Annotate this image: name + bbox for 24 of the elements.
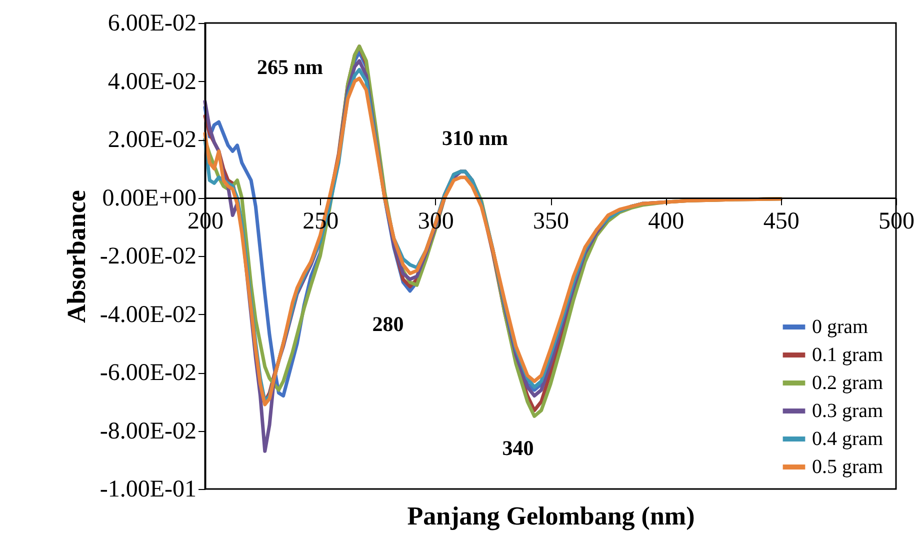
legend-label: 0.4 gram	[812, 428, 884, 450]
x-axis-title: Panjang Gelombang (nm)	[407, 502, 695, 530]
legend-label: 0.2 gram	[812, 372, 884, 394]
y-tick-label: -6.00E-02	[100, 360, 196, 386]
y-tick-label: 6.00E-02	[108, 10, 196, 36]
legend-label: 0 gram	[812, 316, 869, 338]
x-tick-label: 450	[763, 208, 800, 234]
annotation: 310 nm	[442, 126, 508, 150]
y-tick-label: -1.00E-01	[100, 476, 196, 502]
y-axis-title: Absorbance	[62, 190, 91, 323]
legend-label: 0.3 gram	[812, 400, 884, 422]
y-tick-label: -2.00E-02	[100, 244, 196, 270]
annotation: 340	[502, 436, 534, 460]
y-tick-label: 2.00E-02	[108, 127, 196, 153]
annotation: 280	[372, 312, 404, 336]
legend-label: 0.5 gram	[812, 456, 884, 478]
y-tick-label: 0.00E+00	[102, 185, 196, 212]
y-tick-label: 4.00E-02	[108, 68, 196, 95]
x-tick-label: 350	[533, 208, 569, 234]
y-tick-label: -8.00E-02	[100, 418, 196, 444]
x-tick-label: 400	[648, 208, 684, 234]
annotation: 265 nm	[257, 55, 324, 79]
legend-label: 0.1 gram	[812, 344, 884, 366]
y-tick-label: -4.00E-02	[100, 302, 196, 328]
